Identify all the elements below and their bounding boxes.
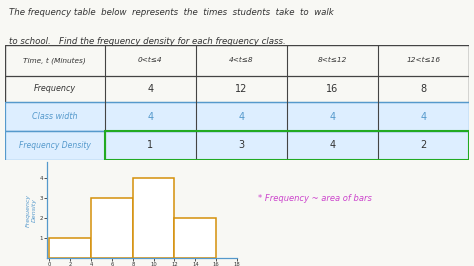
Text: 8<t≤12: 8<t≤12 — [318, 57, 347, 63]
Bar — [5, 131, 469, 160]
Text: 0<t≤4: 0<t≤4 — [138, 57, 163, 63]
Text: 4: 4 — [329, 140, 335, 150]
Text: to school.   Find the frequency density for each frequency class.: to school. Find the frequency density fo… — [9, 37, 286, 46]
Text: 4: 4 — [238, 112, 244, 122]
Bar — [133, 178, 174, 258]
Text: Frequency: Frequency — [34, 85, 76, 93]
Text: 3: 3 — [238, 140, 244, 150]
Text: 12: 12 — [235, 84, 247, 94]
Bar — [5, 102, 469, 131]
Text: The frequency table  below  represents  the  times  students  take  to  walk: The frequency table below represents the… — [9, 8, 334, 17]
Text: Class width: Class width — [32, 112, 77, 121]
Text: 8: 8 — [420, 84, 426, 94]
Bar — [105, 131, 469, 160]
Text: 2: 2 — [420, 140, 427, 150]
Bar — [5, 131, 469, 160]
Text: Frequency Density: Frequency Density — [19, 141, 91, 150]
Text: 12<t≤16: 12<t≤16 — [406, 57, 440, 63]
Text: 16: 16 — [326, 84, 338, 94]
Text: 4: 4 — [329, 112, 335, 122]
Bar — [5, 102, 469, 131]
Text: 4: 4 — [147, 84, 153, 94]
Text: 4: 4 — [420, 112, 426, 122]
Text: 4: 4 — [147, 112, 153, 122]
Bar — [174, 218, 216, 258]
Text: Time, t (Minutes): Time, t (Minutes) — [23, 57, 86, 64]
Bar — [91, 198, 133, 258]
Text: 4<t≤8: 4<t≤8 — [229, 57, 254, 63]
Y-axis label: Frequency
Density: Frequency Density — [26, 194, 37, 227]
Text: 1: 1 — [147, 140, 153, 150]
Text: * Frequency ~ area of bars: * Frequency ~ area of bars — [258, 194, 372, 203]
Bar — [49, 238, 91, 258]
